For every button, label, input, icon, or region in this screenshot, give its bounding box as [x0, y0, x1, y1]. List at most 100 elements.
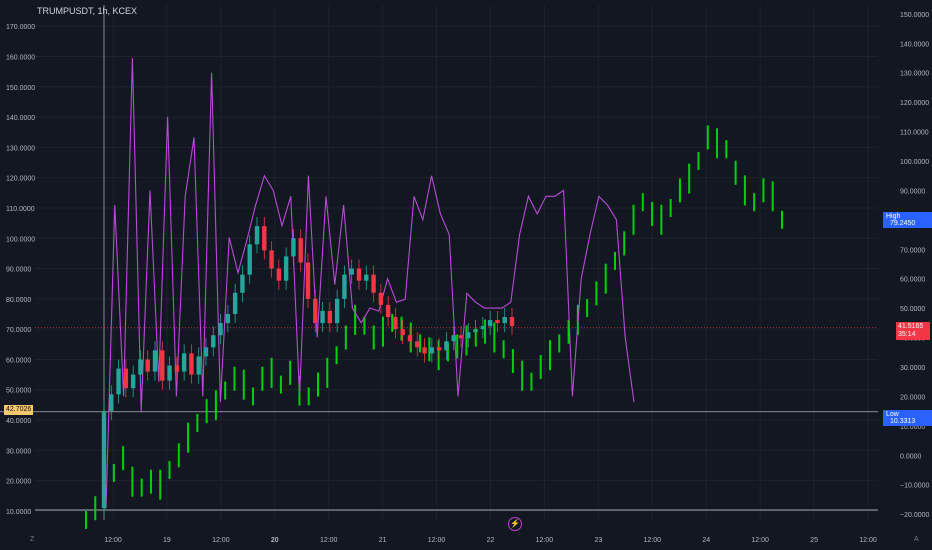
secondary-bar [660, 204, 663, 235]
bolt-icon[interactable]: ⚡ [508, 517, 522, 531]
secondary-bar [539, 354, 542, 379]
current-price-tag: 41.5165 35:14 [896, 322, 930, 340]
candle-body [356, 268, 362, 281]
candle-body [451, 335, 456, 342]
secondary-bar [233, 366, 236, 391]
secondary-bar [224, 381, 227, 400]
secondary-bar [140, 478, 143, 497]
secondary-bar [725, 140, 728, 159]
right-axis-tick-label: 20.0000 [900, 394, 925, 401]
secondary-bar [743, 175, 746, 206]
secondary-bar [688, 163, 691, 194]
candle-body [415, 341, 420, 348]
high-label-value: 79.2450 [890, 220, 916, 227]
secondary-bar [112, 463, 115, 482]
candle-body [203, 347, 209, 357]
secondary-bar [85, 511, 87, 529]
secondary-bar [530, 372, 533, 391]
left-axis-tick-label: 40.0000 [6, 418, 31, 425]
candle-body [495, 320, 500, 324]
candle-body [327, 310, 333, 324]
secondary-bar [762, 178, 765, 203]
candle-body [247, 244, 252, 275]
candle-body [101, 410, 107, 508]
secondary-bar [437, 340, 440, 371]
secondary-bar [465, 325, 468, 356]
candle-body [218, 323, 223, 336]
time-axis: 12:00 19 12:00 20 12:00 21 12:00 22 12:00 23 12:00… [104, 537, 877, 544]
candle-body [298, 238, 303, 263]
time-axis-tick-label: 19 [163, 537, 171, 544]
candle-body [371, 274, 376, 293]
candle-body [385, 304, 391, 318]
left-axis-tick-label: 110.0000 [6, 206, 35, 213]
left-axis-tick-label: 80.0000 [6, 297, 31, 304]
secondary-bar [354, 304, 357, 335]
secondary-bar [586, 299, 589, 318]
candle-body [145, 359, 150, 372]
right-axis-tick-label: 0.0000 [900, 453, 922, 460]
secondary-bar [159, 469, 162, 500]
corner-right-label[interactable]: A [914, 536, 919, 543]
left-axis-tick-label: 130.0000 [6, 145, 35, 152]
left-axis-tick-label: 60.0000 [6, 357, 31, 364]
secondary-bar [502, 340, 505, 359]
left-axis-tick-label: 90.0000 [6, 267, 31, 274]
secondary-bar [372, 325, 375, 350]
secondary-bar [781, 210, 783, 229]
secondary-bar [196, 413, 199, 432]
candle-body [422, 347, 427, 354]
secondary-bar [289, 360, 292, 385]
time-axis-tick-label: 12:00 [104, 537, 122, 544]
secondary-bar [149, 469, 152, 494]
secondary-bar [446, 343, 449, 362]
secondary-bar [521, 360, 524, 391]
secondary-bar [484, 319, 487, 344]
left-axis-tick-label: 50.0000 [6, 388, 31, 395]
secondary-bar [753, 193, 756, 212]
time-axis-tick-label: 21 [379, 537, 387, 544]
candle-body [211, 335, 216, 348]
secondary-bar [706, 125, 709, 150]
secondary-bar [511, 349, 514, 374]
secondary-bar [613, 252, 616, 271]
candle-body [436, 347, 442, 351]
countdown-value: 35:14 [898, 331, 916, 338]
secondary-bar [187, 422, 190, 453]
candle-body [502, 317, 507, 324]
right-axis-tick-label: 30.0000 [900, 365, 925, 372]
candle-body [400, 329, 405, 336]
candle-body [130, 374, 136, 389]
time-axis-tick-label: 12:00 [751, 537, 769, 544]
right-axis-tick-label: 110.0000 [900, 130, 929, 137]
candle-body [240, 274, 245, 293]
corner-left-label[interactable]: Z [30, 536, 35, 543]
candle-body [152, 350, 158, 372]
right-axis-tick-label: 120.0000 [900, 100, 929, 107]
secondary-bar [641, 193, 644, 212]
low-label-value: 10.3313 [890, 418, 916, 425]
right-axis-tick-label: 50.0000 [900, 306, 925, 313]
candle-body [174, 365, 180, 372]
secondary-bar [567, 319, 570, 344]
rsi-line [105, 57, 635, 509]
secondary-bar [428, 337, 431, 362]
right-axis-tick-label: −20.0000 [900, 512, 929, 519]
secondary-bar [678, 178, 681, 203]
candle-body [407, 335, 413, 342]
secondary-bar [623, 231, 626, 256]
candle-body [276, 268, 282, 281]
candle-body [189, 353, 194, 375]
candle-body [429, 347, 435, 354]
time-axis-tick-label: 23 [594, 537, 602, 544]
left-axis-tick-label: 150.0000 [6, 85, 35, 92]
candle-body [181, 353, 187, 372]
candle-body [378, 292, 384, 305]
candle-body [480, 326, 486, 330]
time-axis-tick-label: 12:00 [212, 537, 230, 544]
candle-body [123, 368, 129, 389]
candle-body [349, 268, 354, 275]
crosshair-price-tag: 42.7026 [4, 405, 34, 415]
